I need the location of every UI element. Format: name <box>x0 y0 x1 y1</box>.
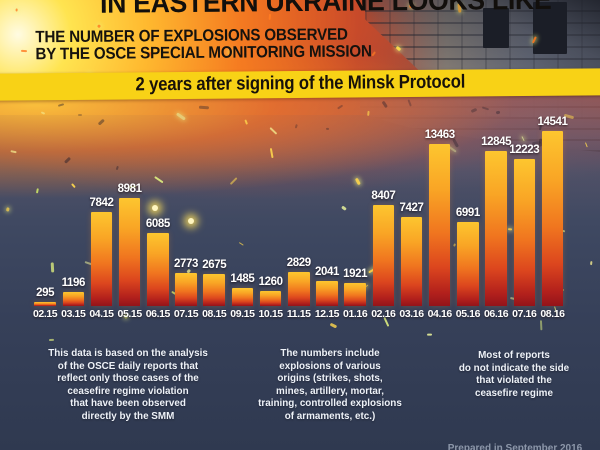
bar-group: 1921 <box>341 114 369 306</box>
bar-category-label: 11.15 <box>286 308 311 320</box>
bar-category-label: 08.16 <box>540 308 565 320</box>
bar-value-label: 7842 <box>89 196 114 209</box>
credit-line: Prepared in September 2016 <box>447 443 583 450</box>
bar-category-label: 02.15 <box>32 308 58 320</box>
bar-group: 2675 <box>200 114 228 306</box>
bar-value-label: 1485 <box>230 273 255 286</box>
bar <box>259 290 282 306</box>
bar <box>175 272 197 306</box>
bar-value-label: 14541 <box>537 116 568 128</box>
bar <box>372 204 395 306</box>
bar <box>485 151 507 306</box>
bar-category-label: 04.16 <box>427 308 453 320</box>
bar <box>400 216 423 306</box>
bar-group: 2829 <box>285 114 313 306</box>
bar-category-label: 07.16 <box>512 308 537 320</box>
bar-category-label: 08.15 <box>202 308 227 320</box>
bar-value-label: 2773 <box>174 257 199 270</box>
bar-group: 6991 <box>454 114 482 306</box>
note-data-source: This data is based on the analysis of th… <box>48 347 208 422</box>
bar-value-label: 2041 <box>314 266 339 279</box>
bar-category-label: 07.15 <box>173 308 199 320</box>
bar-group: 1260 <box>257 114 285 306</box>
bar-group: 8981 <box>116 114 144 306</box>
bar-value-label: 2829 <box>286 256 311 269</box>
bar-value-label: 6085 <box>145 217 170 230</box>
banner-label: 2 years after signing of the Minsk Proto… <box>135 71 465 96</box>
bar <box>541 131 564 306</box>
bar <box>34 301 56 306</box>
bar-value-label: 295 <box>36 286 55 299</box>
bar-value-label: 1196 <box>61 276 86 289</box>
bar-group: 2041 <box>313 114 341 306</box>
bar <box>344 282 366 306</box>
bar-category-label: 05.16 <box>455 308 481 320</box>
note-violating-side: Most of reports do not indicate the side… <box>458 349 570 399</box>
bar-group: 8407 <box>369 114 397 306</box>
bar-value-label: 1260 <box>258 275 283 288</box>
bar-categories: 02.15 03.15 04.15 05.15 06.15 07.15 08.15 09.15… <box>31 308 568 320</box>
bar-group: 12845 <box>481 114 512 306</box>
bar-group: 14541 <box>537 114 568 306</box>
bar <box>203 273 225 306</box>
bar-value-label: 2675 <box>202 258 227 271</box>
bar-category-label: 02.16 <box>371 308 396 320</box>
bar-category-label: 12.15 <box>314 308 340 320</box>
bar-value-label: 7427 <box>399 201 424 214</box>
bar <box>513 158 536 306</box>
note-explosion-types: The numbers include explosions of variou… <box>258 347 402 422</box>
bar <box>90 211 113 306</box>
page-subtitle: THE NUMBER OF EXPLOSIONS OBSERVED BY THE… <box>35 25 372 63</box>
bar-category-label: 05.15 <box>117 308 143 320</box>
bar <box>231 288 254 306</box>
minsk-protocol-banner: 2 years after signing of the Minsk Proto… <box>0 68 600 101</box>
bar-slots: 295 1196 7842 8981 6085 2773 2675 1485 1260 2829 2… <box>31 114 568 306</box>
bar <box>62 291 85 306</box>
bar-category-label: 01.16 <box>343 308 368 320</box>
bar-value-label: 12223 <box>509 143 540 156</box>
bar-category-label: 04.15 <box>89 308 114 320</box>
bar-group: 6085 <box>144 114 172 306</box>
ruin-window-shape <box>533 2 567 54</box>
bar-value-label: 12845 <box>481 136 512 149</box>
bar <box>147 232 169 306</box>
bar <box>118 197 141 306</box>
bar-group: 7842 <box>87 114 115 306</box>
bar <box>288 271 310 306</box>
bar-group: 1485 <box>228 114 256 306</box>
bar-category-label: 03.16 <box>399 308 424 320</box>
bar-value-label: 6991 <box>455 206 480 219</box>
bar-category-label: 06.15 <box>145 308 171 320</box>
bar-category-label: 09.15 <box>230 308 255 320</box>
bar-group: 1196 <box>59 114 87 306</box>
bar-group: 12223 <box>509 114 540 306</box>
ruin-window-shape <box>483 8 509 48</box>
bar-group: 295 <box>31 114 59 306</box>
explosions-bar-chart: 295 1196 7842 8981 6085 2773 2675 1485 1260 2829 2… <box>31 114 568 324</box>
bar-value-label: 8407 <box>371 189 396 202</box>
bar-group: 2773 <box>172 114 200 306</box>
bar-value-label: 13463 <box>424 128 455 141</box>
bar-value-label: 1921 <box>343 267 368 280</box>
bar-group: 13463 <box>424 114 455 306</box>
bar-group: 7427 <box>397 114 425 306</box>
bar-category-label: 10.15 <box>258 308 283 320</box>
bar <box>428 143 451 306</box>
bar <box>316 281 338 306</box>
bar-category-label: 03.15 <box>61 308 86 320</box>
bar-value-label: 8981 <box>117 182 142 195</box>
bar <box>457 221 479 306</box>
bar-category-label: 06.16 <box>483 308 509 320</box>
